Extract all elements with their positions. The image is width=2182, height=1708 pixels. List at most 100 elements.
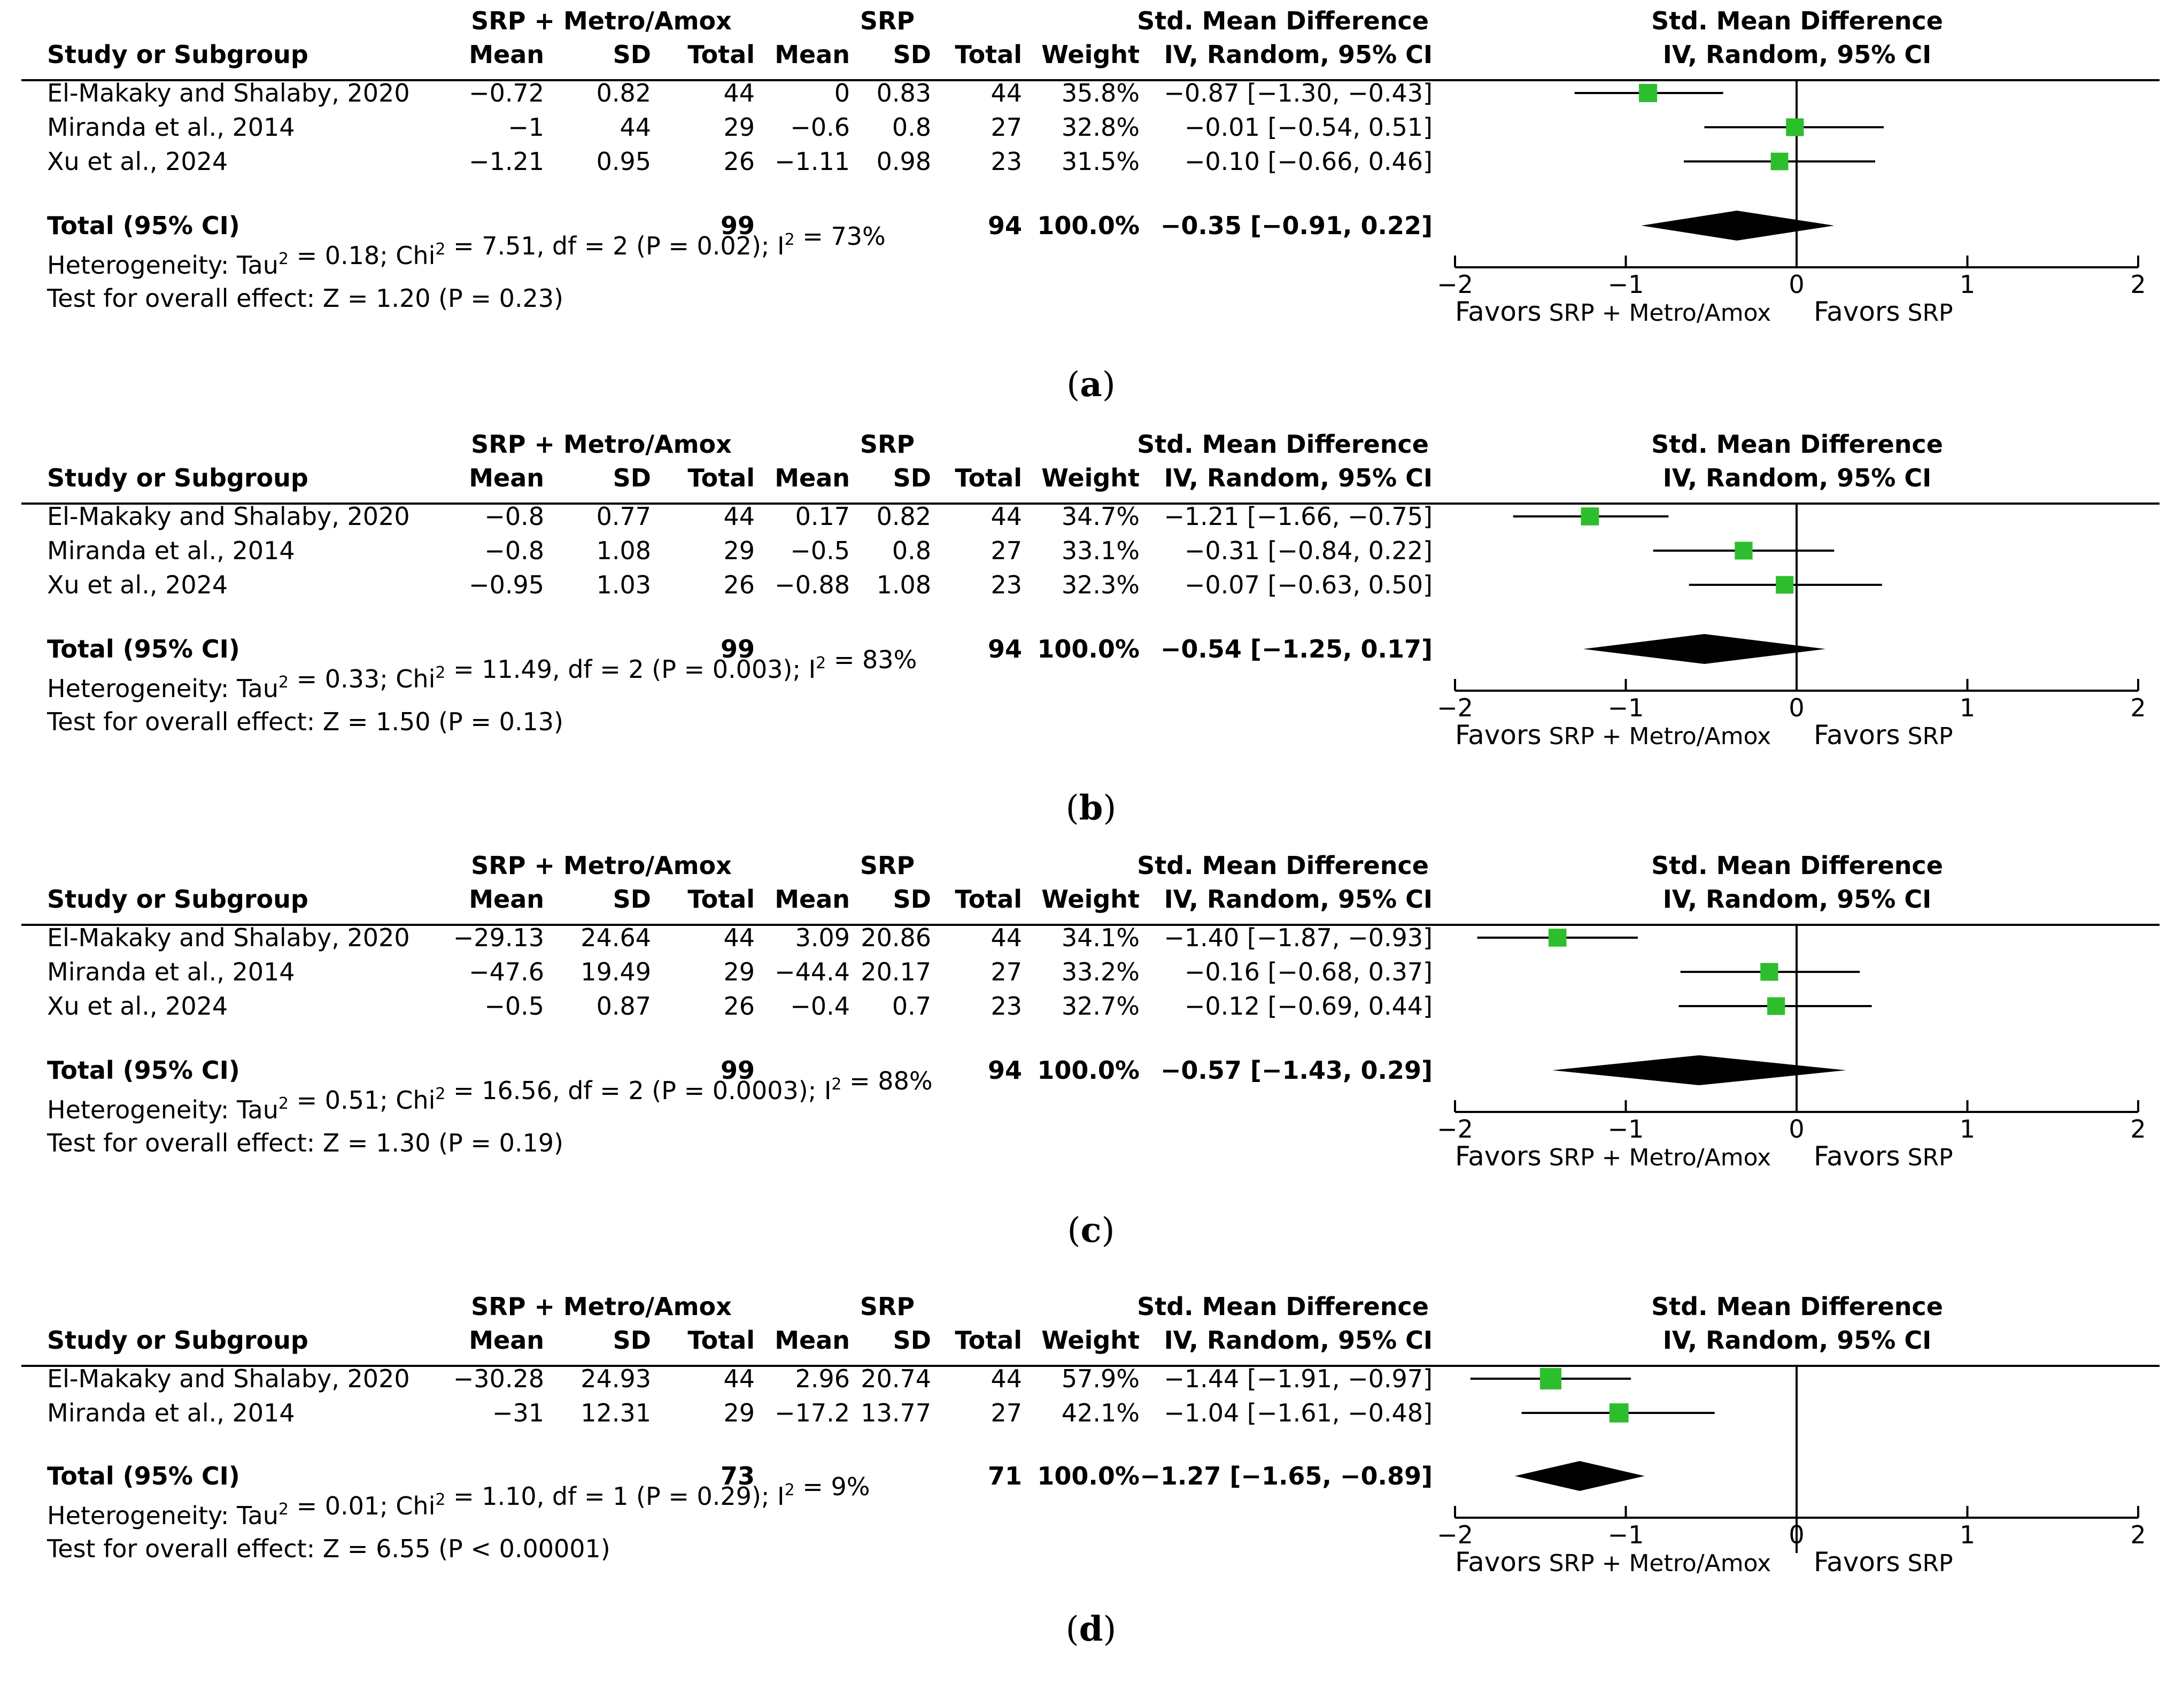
- weight-header: Weight: [1041, 463, 1140, 492]
- plot-header: Std. Mean Difference: [1651, 1292, 1943, 1321]
- study-name: El-Makaky and Shalaby, 2020: [47, 502, 410, 531]
- sd2-value: 0.8: [892, 536, 931, 565]
- study-effect-marker: [1776, 576, 1794, 594]
- sd2-value: 20.74: [861, 1364, 931, 1393]
- total1-sum: 99: [721, 1056, 755, 1085]
- overall-effect-test: Test for overall effect: Z = 1.30 (P = 0…: [47, 1129, 563, 1157]
- mean2-header: Mean: [775, 1326, 850, 1355]
- group2-header: SRP: [860, 1292, 915, 1321]
- weight-value: 57.9%: [1062, 1364, 1140, 1393]
- mean2-header: Mean: [775, 463, 850, 492]
- pooled-effect-diamond: [1641, 211, 1835, 241]
- total1-value: 29: [723, 113, 755, 142]
- total-ci: −1.27 [−1.65, −0.89]: [1140, 1462, 1433, 1490]
- effect-header: Std. Mean Difference: [1137, 430, 1429, 459]
- total1-value: 26: [723, 147, 755, 176]
- mean2-value: −0.4: [790, 992, 850, 1021]
- total-label: Total (95% CI): [47, 1462, 240, 1490]
- study-name: Xu et al., 2024: [47, 992, 228, 1021]
- mean2-value: 0: [834, 79, 850, 107]
- mean1-header: Mean: [469, 40, 544, 69]
- sd2-value: 20.86: [861, 923, 931, 952]
- weight-value: 34.1%: [1062, 923, 1140, 952]
- sd2-header: SD: [893, 40, 931, 69]
- ci-value: −1.40 [−1.87, −0.93]: [1164, 923, 1433, 952]
- ci-value: −0.10 [−0.66, 0.46]: [1185, 147, 1433, 176]
- total1-value: 29: [723, 1398, 755, 1427]
- favors-right-label: Favors SRP: [1814, 296, 1953, 327]
- sd1-header: SD: [613, 885, 651, 914]
- study-name: Miranda et al., 2014: [47, 113, 295, 142]
- weight-value: 34.7%: [1062, 502, 1140, 531]
- favors-right-label: Favors SRP: [1814, 720, 1953, 751]
- sd1-value: 0.95: [597, 147, 651, 176]
- study-effect-marker: [1581, 507, 1599, 525]
- x-tick-label: 1: [1960, 270, 1975, 299]
- group1-header: SRP + Metro/Amox: [471, 430, 732, 459]
- mean2-header: Mean: [775, 40, 850, 69]
- plot-subheader: IV, Random, 95% CI: [1663, 885, 1931, 914]
- total-weight: 100.0%: [1037, 635, 1140, 663]
- sd2-header: SD: [893, 885, 931, 914]
- heterogeneity-stats: Heterogeneity: Tau2 = 0.01; Chi2 = 1.10,…: [47, 1472, 870, 1530]
- mean2-header: Mean: [775, 885, 850, 914]
- total1-value: 29: [723, 536, 755, 565]
- study-effect-marker: [1609, 1403, 1629, 1423]
- plot-subheader: IV, Random, 95% CI: [1663, 463, 1931, 492]
- effect-header: Std. Mean Difference: [1137, 851, 1429, 880]
- total2-value: 23: [991, 570, 1022, 599]
- effect-subheader: IV, Random, 95% CI: [1164, 463, 1433, 492]
- sd1-header: SD: [613, 463, 651, 492]
- study-name: Miranda et al., 2014: [47, 957, 295, 986]
- x-tick-label: 1: [1960, 1520, 1975, 1549]
- total1-sum: 99: [721, 211, 755, 240]
- x-tick-label: 1: [1960, 1115, 1975, 1143]
- total1-sum: 99: [721, 635, 755, 663]
- effect-header: Std. Mean Difference: [1137, 6, 1429, 35]
- total2-sum: 94: [988, 211, 1022, 240]
- study-effect-marker: [1786, 118, 1804, 136]
- weight-header: Weight: [1041, 1326, 1140, 1355]
- ci-value: −0.31 [−0.84, 0.22]: [1185, 536, 1433, 565]
- forest-plot-b: SRP + Metro/Amox SRP Std. Mean Difference S…: [21, 430, 2160, 751]
- group1-header: SRP + Metro/Amox: [471, 851, 732, 880]
- total-ci: −0.54 [−1.25, 0.17]: [1160, 635, 1433, 663]
- panel-label-c: (c): [1067, 1210, 1115, 1250]
- x-tick-label: −2: [1437, 693, 1473, 722]
- ci-value: −0.01 [−0.54, 0.51]: [1185, 113, 1433, 142]
- study-name: El-Makaky and Shalaby, 2020: [47, 923, 410, 952]
- total2-value: 27: [991, 957, 1022, 986]
- sd2-header: SD: [893, 463, 931, 492]
- total2-value: 27: [991, 1398, 1022, 1427]
- ci-value: −0.87 [−1.30, −0.43]: [1164, 79, 1433, 107]
- effect-subheader: IV, Random, 95% CI: [1164, 885, 1433, 914]
- weight-header: Weight: [1041, 40, 1140, 69]
- total2-value: 23: [991, 992, 1022, 1021]
- total2-value: 23: [991, 147, 1022, 176]
- total2-sum: 94: [988, 1056, 1022, 1085]
- ci-value: −1.21 [−1.66, −0.75]: [1164, 502, 1433, 531]
- effect-subheader: IV, Random, 95% CI: [1164, 40, 1433, 69]
- mean2-value: 3.09: [795, 923, 850, 952]
- sd1-header: SD: [613, 40, 651, 69]
- mean2-value: −17.2: [775, 1398, 850, 1427]
- ci-value: −0.12 [−0.69, 0.44]: [1185, 992, 1433, 1021]
- overall-effect-test: Test for overall effect: Z = 6.55 (P < 0…: [47, 1534, 610, 1563]
- mean2-value: −0.5: [790, 536, 850, 565]
- x-tick-label: 0: [1789, 693, 1804, 722]
- sd1-header: SD: [613, 1326, 651, 1355]
- panel-label-b: (b): [1065, 788, 1117, 828]
- weight-value: 33.1%: [1062, 536, 1140, 565]
- study-effect-marker: [1735, 542, 1753, 560]
- forest-plot-panel-c: SRP + Metro/Amox SRP Std. Mean Difference S…: [0, 845, 2182, 1267]
- favors-right-label: Favors SRP: [1814, 1141, 1953, 1172]
- mean1-value: −0.8: [484, 536, 544, 565]
- heterogeneity-stats: Heterogeneity: Tau2 = 0.18; Chi2 = 7.51,…: [47, 222, 886, 280]
- ci-value: −1.04 [−1.61, −0.48]: [1164, 1398, 1433, 1427]
- mean1-value: −31: [492, 1398, 544, 1427]
- sd1-value: 0.77: [597, 502, 651, 531]
- x-tick-label: 0: [1789, 1520, 1804, 1549]
- study-effect-marker: [1760, 963, 1778, 981]
- x-tick-label: 2: [2130, 270, 2146, 299]
- weight-value: 42.1%: [1062, 1398, 1140, 1427]
